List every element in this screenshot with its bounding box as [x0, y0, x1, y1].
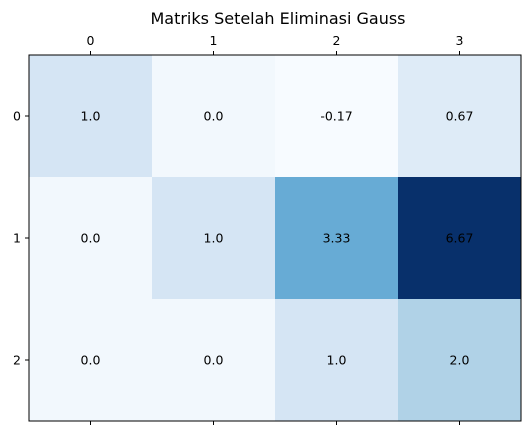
heatmap-cell-r0-c2 [275, 55, 399, 178]
heatmap-cell-r1-c0 [29, 177, 153, 300]
axis-ticks: 0 1 2 3 0 1 2 [13, 33, 463, 425]
cell-label-r0-c1: 0.0 [204, 109, 224, 124]
heatmap-cell-r1-c1 [152, 177, 276, 300]
cell-label-r0-c3: 0.67 [446, 109, 474, 124]
x-tick-label-1: 1 [210, 33, 218, 48]
heatmap-cell-r2-c2 [275, 299, 399, 422]
cell-label-r1-c1: 1.0 [204, 231, 224, 246]
heatmap-cell-r0-c1 [152, 55, 276, 178]
heatmap-cell-r0-c3 [398, 55, 522, 178]
cell-label-r0-c0: 1.0 [81, 109, 101, 124]
heatmap-cell-r0-c0 [29, 55, 153, 178]
y-tick-label-1: 1 [13, 231, 21, 246]
x-tick-label-0: 0 [87, 33, 95, 48]
cell-labels: 1.0 0.0 -0.17 0.67 0.0 1.0 3.33 6.67 0.0 0.0 1.0 2.… [81, 109, 474, 368]
cell-label-r2-c2: 1.0 [327, 353, 347, 368]
plot-frame [28, 54, 522, 422]
cell-label-r1-c2: 3.33 [323, 231, 351, 246]
y-tick-label-2: 2 [13, 353, 21, 368]
x-tick-label-3: 3 [456, 33, 464, 48]
heatmap-cell-r2-c3 [398, 299, 522, 422]
cell-label-r1-c0: 0.0 [81, 231, 101, 246]
heatmap-cell-r2-c1 [152, 299, 276, 422]
heatmap-cell-r1-c3 [398, 177, 522, 300]
heatmap-cell-r1-c2 [275, 177, 399, 300]
cell-label-r0-c2: -0.17 [320, 109, 352, 124]
chart-title: Matriks Setelah Eliminasi Gauss [150, 9, 405, 28]
cell-label-r2-c3: 2.0 [450, 353, 470, 368]
cell-label-r2-c0: 0.0 [81, 353, 101, 368]
y-tick-label-0: 0 [13, 109, 21, 124]
cell-label-r2-c1: 0.0 [204, 353, 224, 368]
x-tick-label-2: 2 [333, 33, 341, 48]
cell-label-r1-c3: 6.67 [446, 231, 474, 246]
heatmap-cells [29, 55, 522, 422]
heatmap-cell-r2-c0 [29, 299, 153, 422]
